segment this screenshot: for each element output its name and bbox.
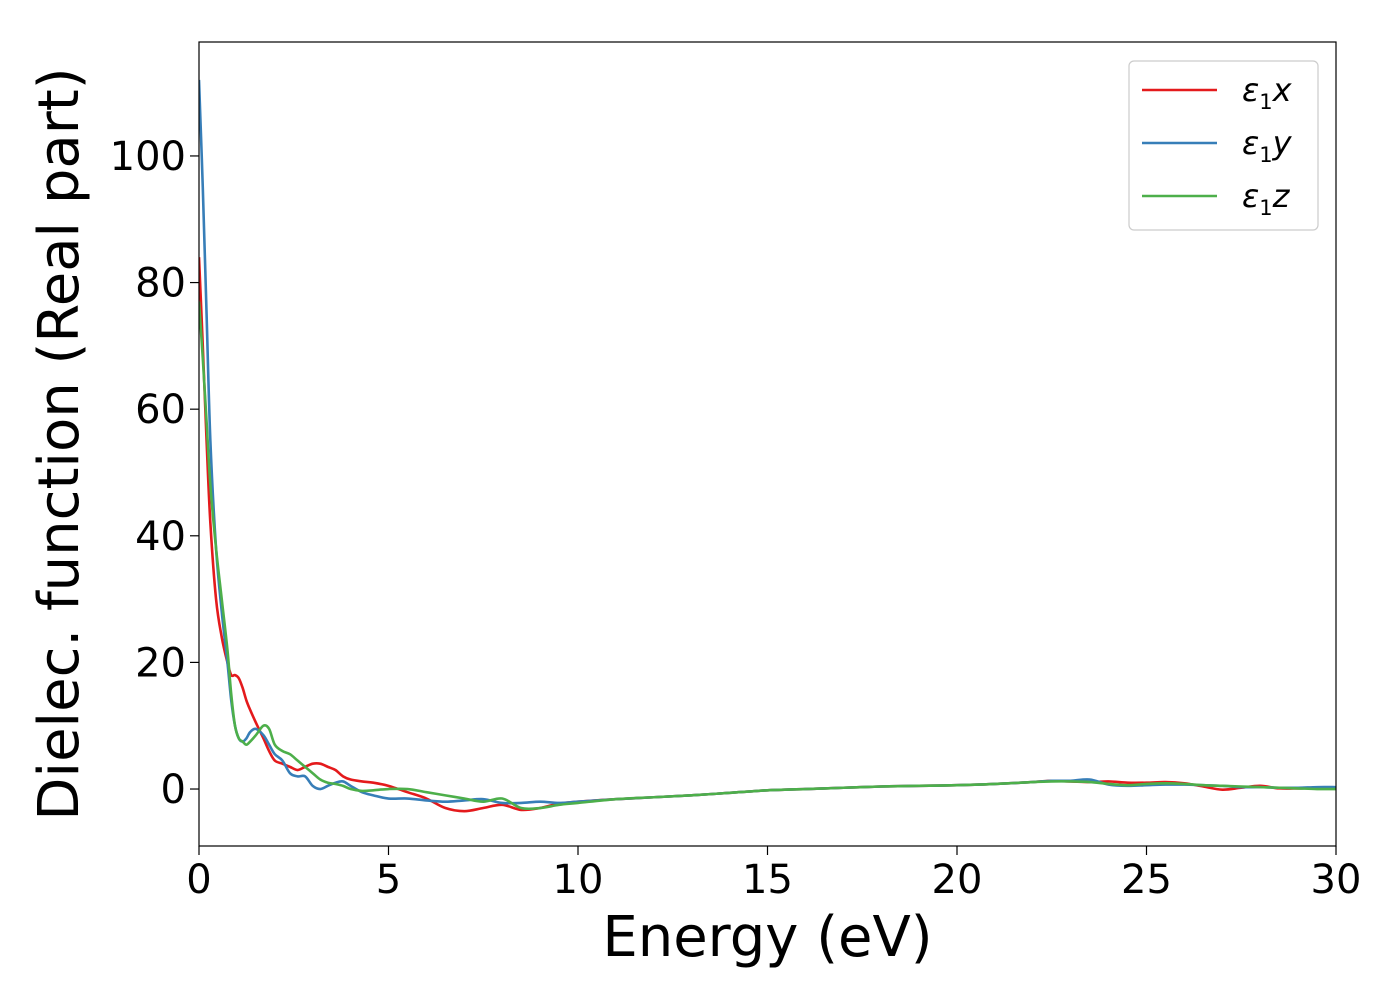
x-tick-label: 20	[932, 857, 983, 903]
axis-ticks: 0 5 10 15 20 25 30 0 20 40 60 80 100	[110, 134, 1362, 903]
y-tick-label: 80	[135, 261, 186, 307]
x-axis-label: Energy (eV)	[602, 905, 932, 970]
x-tick-label: 5	[376, 857, 401, 903]
series-line-1	[199, 257, 1336, 813]
legend-box	[1128, 60, 1319, 231]
y-tick-label: 40	[135, 514, 186, 560]
y-tick-label: 0	[161, 767, 186, 813]
x-tick-label: 25	[1121, 857, 1172, 903]
x-tick-label: 15	[742, 857, 793, 903]
legend-label-2: ε1y	[1242, 124, 1293, 167]
y-tick-label: 20	[135, 640, 186, 686]
series-lines	[199, 79, 1336, 813]
series-line-3	[199, 301, 1336, 811]
x-tick-label: 0	[186, 857, 211, 903]
x-tick-label: 30	[1311, 857, 1362, 903]
y-tick-label: 100	[110, 134, 186, 180]
y-axis-label: Dielec. function (Real part)	[27, 67, 92, 820]
legend-label-1: ε1x	[1242, 71, 1293, 114]
y-tick-label: 60	[135, 387, 186, 433]
x-tick-label: 10	[553, 857, 604, 903]
legend-label-3: ε1z	[1242, 177, 1291, 220]
legend: ε1x ε1y ε1z	[1128, 60, 1319, 231]
